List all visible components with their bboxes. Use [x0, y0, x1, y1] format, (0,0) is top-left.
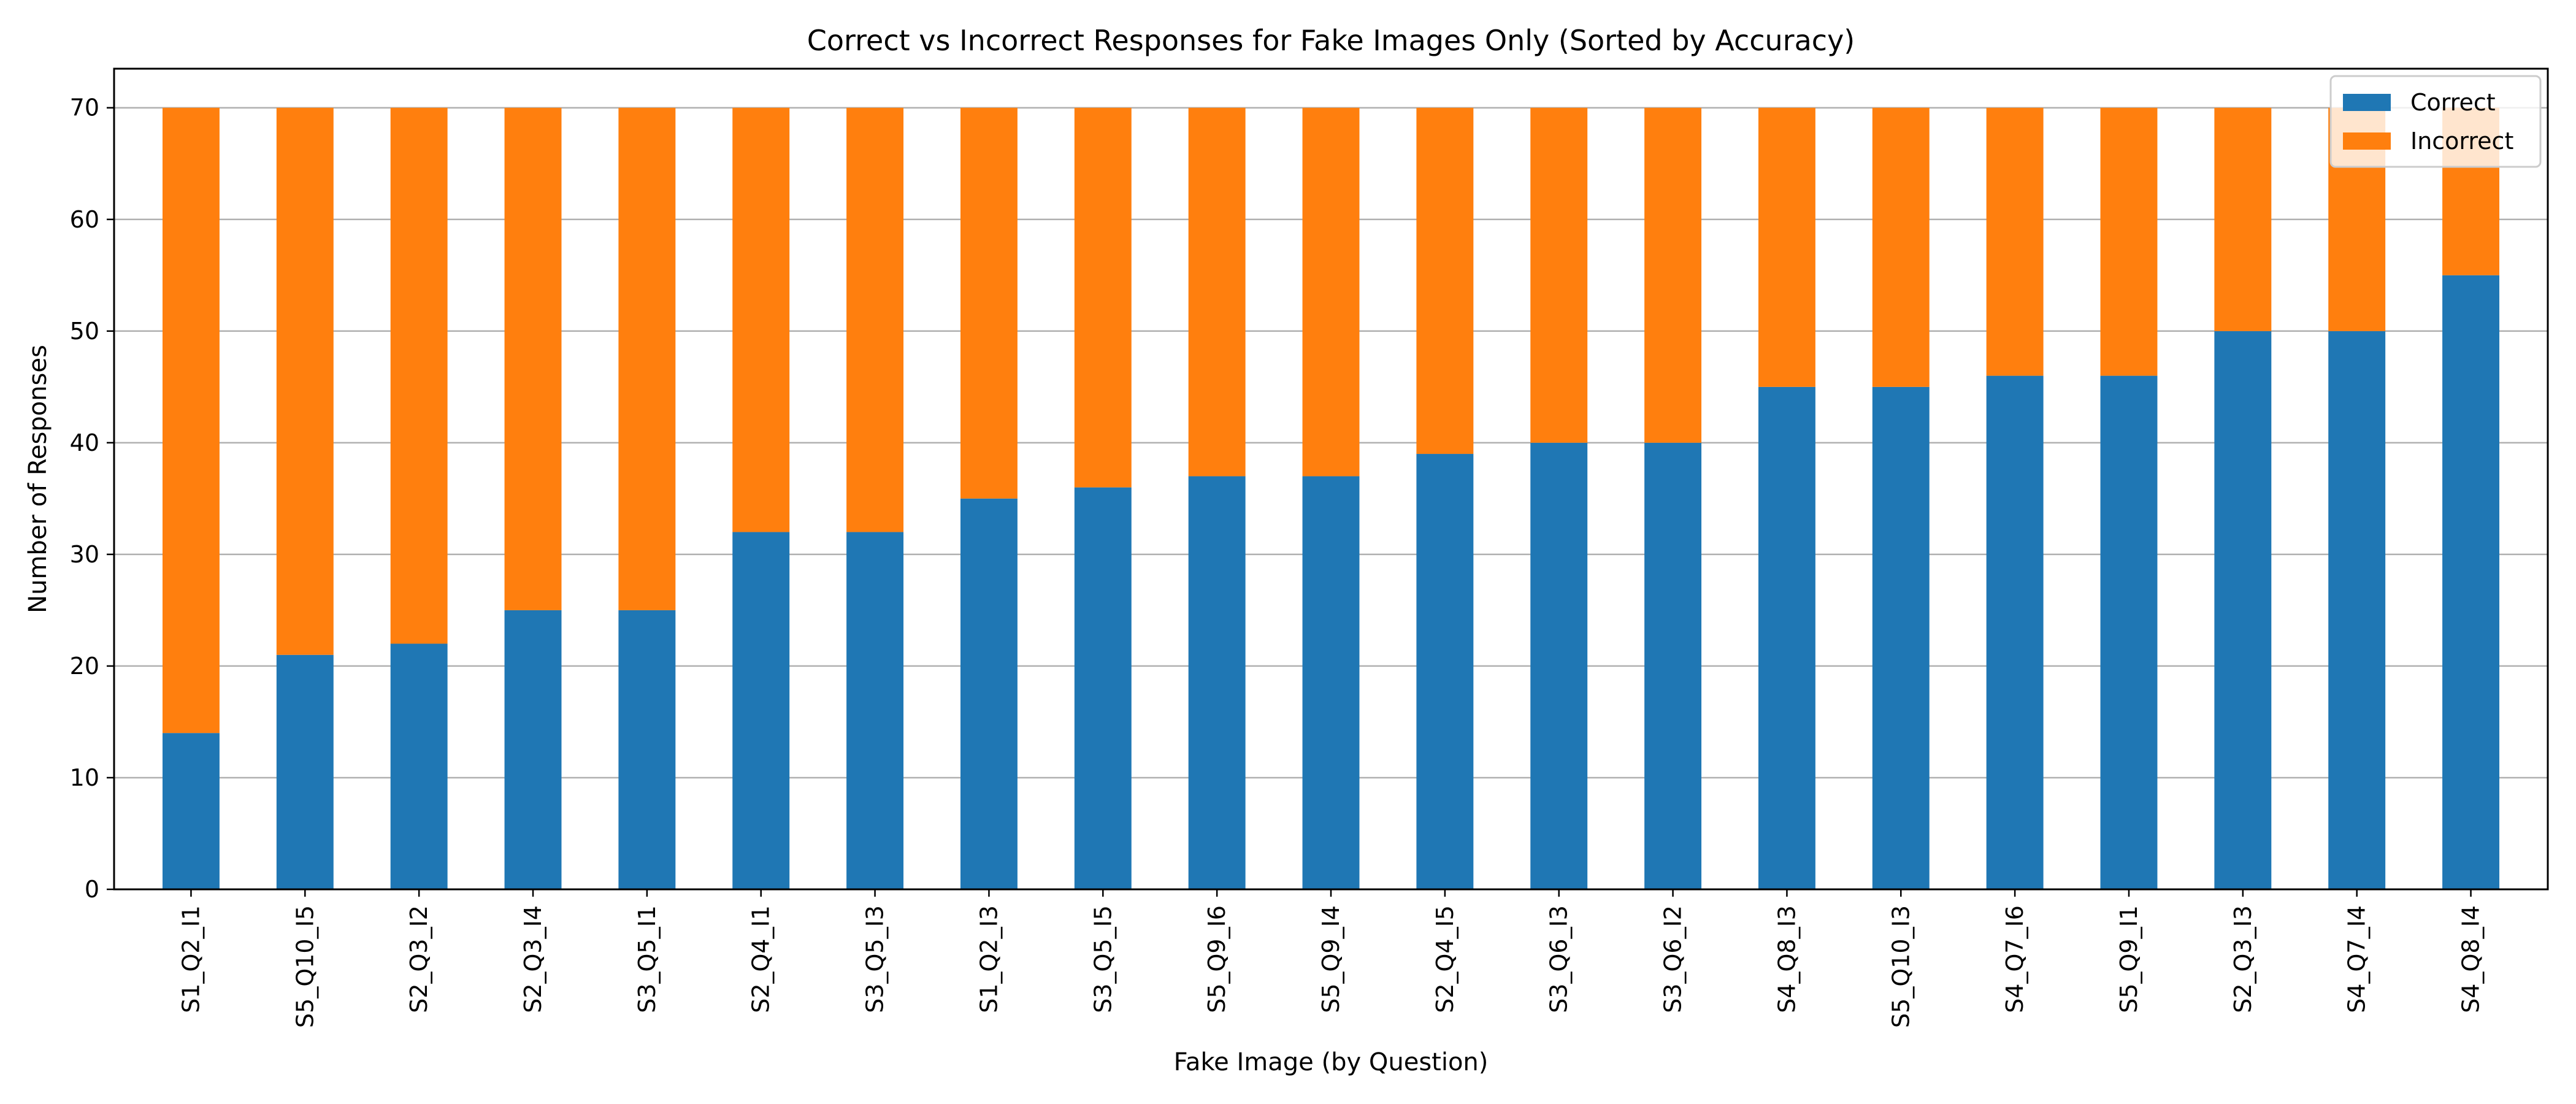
- bar-incorrect-s5-q9-i4: [1302, 107, 1360, 477]
- y-tick-label: 50: [70, 318, 99, 345]
- y-tick-label: 0: [85, 876, 99, 903]
- bar-correct-s5-q9-i1: [2100, 375, 2158, 889]
- bar-correct-s3-q6-i3: [1530, 442, 1588, 889]
- y-tick-label: 40: [70, 429, 99, 456]
- bar-incorrect-s5-q10-i5: [276, 107, 334, 655]
- x-tick-label: S2_Q3_I3: [2229, 905, 2256, 1013]
- bar-incorrect-s5-q9-i6: [1188, 107, 1246, 477]
- bar-incorrect-s2-q3-i3: [2214, 107, 2272, 331]
- bar-correct-s1-q2-i3: [960, 498, 1018, 889]
- x-tick-label: S4_Q8_I4: [2458, 905, 2485, 1013]
- bar-incorrect-s4-q8-i3: [1758, 107, 1815, 387]
- x-tick-label: S2_Q3_I2: [405, 905, 432, 1013]
- x-tick-label: S3_Q6_I2: [1660, 905, 1687, 1013]
- bar-correct-s3-q5-i3: [846, 532, 904, 889]
- y-tick-label: 10: [70, 764, 99, 791]
- bar-correct-s5-q10-i5: [276, 654, 334, 889]
- bar-incorrect-s2-q4-i5: [1416, 107, 1474, 454]
- bar-incorrect-s1-q2-i1: [162, 107, 220, 734]
- bar-correct-s2-q4-i1: [732, 532, 790, 889]
- x-tick-label: S3_Q5_I5: [1089, 905, 1116, 1013]
- x-tick-label: S3_Q5_I3: [862, 905, 889, 1013]
- x-tick-label: S1_Q2_I3: [975, 905, 1002, 1013]
- bar-correct-s5-q9-i6: [1188, 476, 1246, 889]
- bar-incorrect-s3-q5-i5: [1074, 107, 1132, 488]
- x-tick-label: S3_Q6_I3: [1546, 905, 1573, 1013]
- bar-incorrect-s3-q5-i1: [618, 107, 676, 610]
- bar-correct-s4-q8-i3: [1758, 386, 1815, 889]
- bar-incorrect-s1-q2-i3: [960, 107, 1018, 499]
- x-tick-label: S2_Q4_I5: [1432, 905, 1459, 1013]
- y-tick-label: 20: [70, 653, 99, 680]
- bar-correct-s3-q5-i5: [1074, 487, 1132, 889]
- y-tick-label: 70: [70, 94, 99, 121]
- bar-correct-s3-q6-i2: [1644, 442, 1702, 889]
- x-tick-label: S2_Q3_I4: [519, 905, 546, 1013]
- bar-correct-s4-q7-i4: [2328, 331, 2386, 889]
- bar-correct-s4-q8-i4: [2442, 275, 2500, 889]
- legend-swatch-incorrect: [2343, 132, 2391, 150]
- y-tick-label: 60: [70, 206, 99, 233]
- x-tick-label: S2_Q4_I1: [748, 905, 775, 1013]
- bar-incorrect-s2-q3-i4: [504, 107, 562, 610]
- bars: [162, 107, 2500, 889]
- legend: Correct Incorrect: [2329, 75, 2542, 168]
- x-tick-label: S5_Q9_I4: [1317, 905, 1344, 1013]
- bar-correct-s3-q5-i1: [618, 610, 676, 889]
- y-axis: 0 10 20 30 40 50 60 70: [70, 94, 114, 903]
- x-tick-label: S3_Q5_I1: [634, 905, 661, 1013]
- y-axis-label: Number of Responses: [24, 345, 52, 613]
- x-tick-label: S5_Q9_I1: [2115, 905, 2142, 1013]
- x-tick-label: S4_Q7_I6: [2001, 905, 2028, 1013]
- legend-swatch-correct: [2343, 94, 2391, 111]
- x-tick-label: S4_Q7_I4: [2344, 905, 2371, 1013]
- bar-correct-s1-q2-i1: [162, 733, 220, 889]
- x-axis-label: Fake Image (by Question): [1174, 1048, 1489, 1076]
- bar-correct-s2-q4-i5: [1416, 454, 1474, 889]
- bar-correct-s2-q3-i3: [2214, 331, 2272, 889]
- legend-label-correct: Correct: [2410, 89, 2496, 116]
- bar-incorrect-s4-q7-i6: [1986, 107, 2044, 376]
- x-axis: S1_Q2_I1 S5_Q10_I5 S2_Q3_I2 S2_Q3_I4 S3_Q5_I…: [177, 889, 2485, 1028]
- bar-correct-s2-q3-i4: [504, 610, 562, 889]
- bar-incorrect-s2-q4-i1: [732, 107, 790, 532]
- bar-correct-s5-q10-i3: [1872, 386, 1930, 889]
- x-tick-label: S5_Q10_I3: [1887, 905, 1914, 1028]
- x-tick-label: S4_Q8_I3: [1773, 905, 1800, 1013]
- x-tick-label: S1_Q2_I1: [177, 905, 204, 1013]
- chart-title: Correct vs Incorrect Responses for Fake …: [807, 24, 1855, 57]
- legend-label-incorrect: Incorrect: [2410, 128, 2513, 155]
- bar-incorrect-s3-q5-i3: [846, 107, 904, 532]
- bar-correct-s5-q9-i4: [1302, 476, 1360, 889]
- bar-incorrect-s3-q6-i3: [1530, 107, 1588, 443]
- bar-correct-s4-q7-i6: [1986, 375, 2044, 889]
- bar-incorrect-s2-q3-i2: [390, 107, 448, 644]
- x-tick-label: S5_Q9_I6: [1203, 905, 1230, 1013]
- x-tick-label: S5_Q10_I5: [291, 905, 318, 1028]
- bar-incorrect-s5-q10-i3: [1872, 107, 1930, 387]
- bar-correct-s2-q3-i2: [390, 643, 448, 889]
- bar-incorrect-s5-q9-i1: [2100, 107, 2158, 376]
- bar-incorrect-s3-q6-i2: [1644, 107, 1702, 443]
- y-tick-label: 30: [70, 541, 99, 568]
